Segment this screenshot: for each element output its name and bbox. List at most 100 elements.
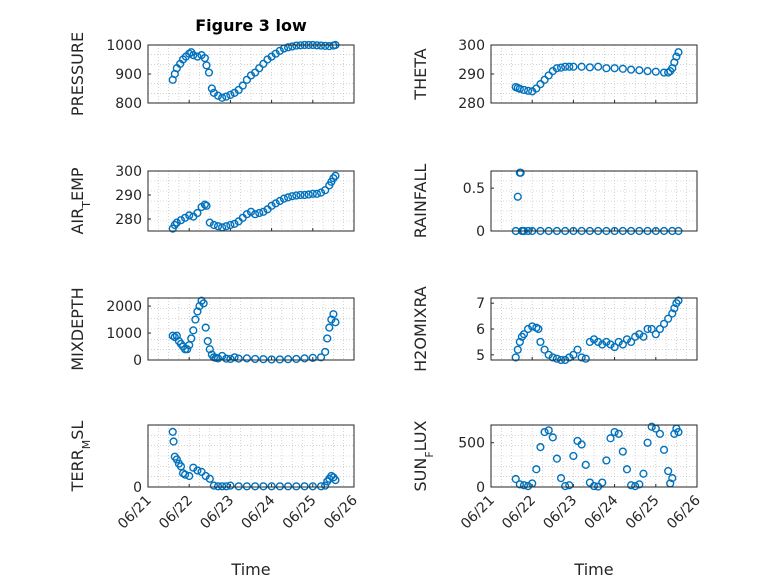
- data-point: [519, 85, 529, 95]
- data-point: [544, 350, 553, 359]
- data-point: [271, 199, 280, 208]
- y-tick-label: 800: [115, 96, 142, 112]
- data-point: [316, 482, 326, 491]
- data-point: [610, 64, 619, 73]
- data-point: [246, 207, 256, 216]
- y-tick-label: 2000: [106, 299, 142, 315]
- data-point: [259, 59, 268, 68]
- data-point: [242, 210, 251, 219]
- data-point: [259, 355, 268, 364]
- data-point: [536, 337, 545, 347]
- data-point: [222, 354, 231, 363]
- data-point: [300, 482, 309, 491]
- data-point: [569, 350, 578, 359]
- data-point: [226, 220, 235, 230]
- data-point: [329, 174, 338, 183]
- data-point: [213, 354, 223, 363]
- data-point: [180, 470, 190, 479]
- data-point: [659, 319, 669, 328]
- data-point: [602, 337, 611, 347]
- data-point: [536, 80, 545, 89]
- data-point: [255, 208, 264, 218]
- data-point: [639, 332, 648, 341]
- data-point: [288, 192, 297, 201]
- data-point: [674, 296, 683, 305]
- y-tick-label: 300: [458, 38, 485, 54]
- y-tick-label: 1000: [106, 38, 142, 54]
- y-tick-label: 290: [458, 67, 485, 83]
- y-tick-label: 0.5: [463, 181, 485, 197]
- data-point: [544, 71, 553, 80]
- data-point: [283, 193, 293, 202]
- subplot-rainfall: 0 0.5 RAINFALL: [411, 164, 698, 240]
- data-point: [674, 427, 683, 437]
- data-point: [204, 68, 214, 77]
- data-point: [577, 353, 586, 362]
- data-point: [202, 61, 211, 70]
- data-point: [168, 427, 177, 436]
- data-point: [674, 48, 683, 57]
- data-point: [176, 216, 186, 225]
- data-point: [643, 438, 652, 447]
- data-point: [614, 429, 623, 438]
- data-point: [292, 191, 301, 200]
- data-point: [213, 91, 223, 100]
- data-point: [556, 63, 566, 72]
- y-tick-label: 0: [476, 480, 485, 496]
- y-tick-label: 0: [133, 353, 142, 369]
- data-point: [565, 481, 574, 490]
- y-axis-label-0: PRESSURE: [68, 32, 87, 116]
- data-point: [647, 422, 656, 431]
- data-point: [242, 354, 251, 363]
- data-point: [279, 194, 289, 203]
- data-point: [180, 213, 190, 222]
- data-point: [668, 309, 677, 318]
- subplot-pressure: 800 900 1000 PRESSURE: [68, 32, 355, 116]
- subplot-theta: 280 290 300 THETA: [411, 38, 698, 112]
- data-point: [561, 62, 570, 71]
- data-point: [230, 219, 239, 228]
- data-point: [631, 482, 640, 491]
- data-point: [242, 75, 251, 84]
- data-point: [585, 63, 594, 72]
- data-point: [308, 353, 317, 362]
- figure-title: Figure 3 low: [195, 16, 307, 35]
- data-point: [300, 354, 309, 363]
- data-point: [321, 347, 330, 357]
- data-point: [618, 340, 627, 349]
- y-tick-label: 1000: [106, 326, 142, 342]
- data-point: [200, 53, 209, 63]
- data-point: [515, 337, 524, 347]
- data-point: [552, 64, 562, 73]
- data-point: [626, 65, 636, 74]
- data-point: [193, 208, 202, 218]
- data-point: [234, 354, 243, 363]
- data-point: [230, 353, 239, 362]
- x-axis-label-left: Time: [230, 560, 270, 579]
- data-point: [329, 310, 338, 319]
- data-point: [325, 323, 334, 332]
- data-point: [189, 326, 198, 335]
- data-point: [540, 345, 549, 354]
- data-point: [523, 86, 533, 95]
- axes-frame: [490, 44, 698, 104]
- data-point: [200, 200, 209, 209]
- data-point: [635, 66, 644, 75]
- y-tick-label: 0: [476, 224, 485, 240]
- axes-frame: [147, 44, 355, 104]
- data-point: [267, 482, 276, 491]
- data-point: [222, 222, 231, 231]
- data-point: [569, 451, 578, 461]
- data-point: [565, 62, 574, 71]
- data-point: [218, 482, 227, 491]
- data-point: [511, 474, 520, 484]
- y-axis-label-5: H2OMIXRA: [411, 286, 430, 372]
- data-point: [222, 482, 231, 491]
- data-point: [626, 481, 636, 490]
- data-point: [259, 482, 268, 491]
- data-point: [172, 455, 181, 464]
- data-point: [267, 201, 276, 210]
- data-point: [659, 445, 669, 454]
- data-point: [308, 189, 317, 198]
